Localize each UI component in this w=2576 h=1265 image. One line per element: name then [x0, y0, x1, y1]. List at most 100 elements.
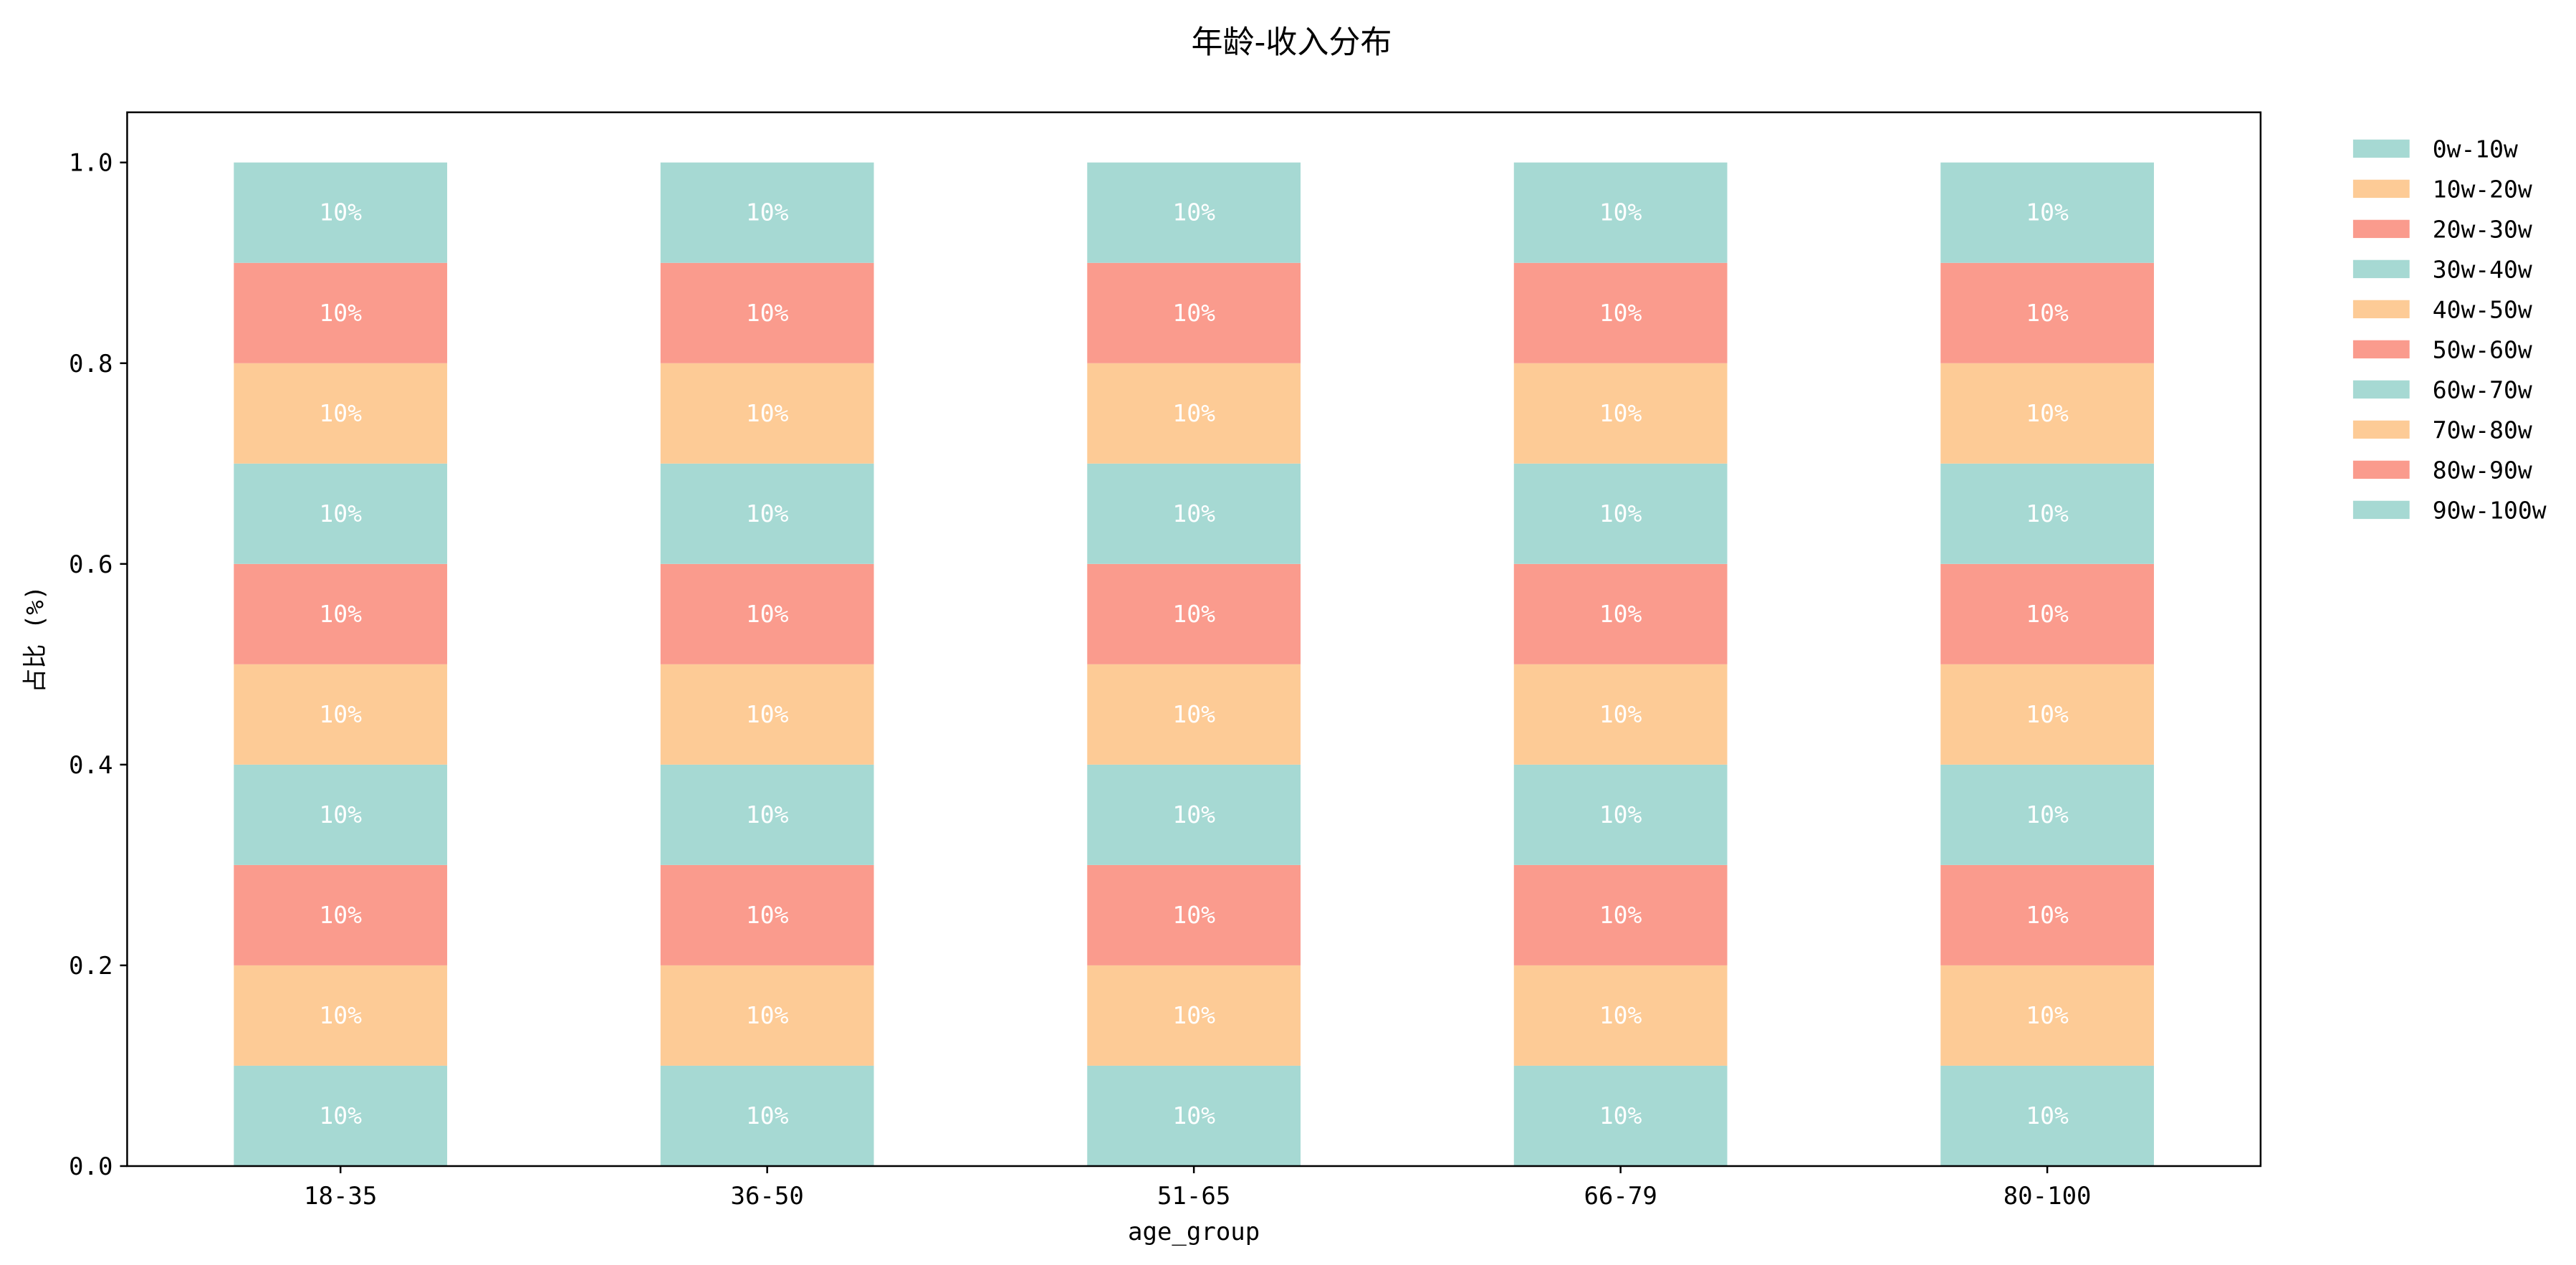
bar-segment-label: 10%: [2026, 801, 2069, 829]
bar-segment: [1087, 1065, 1301, 1166]
bar-segment-label: 10%: [1172, 901, 1215, 929]
bar-segment-label: 10%: [746, 299, 789, 327]
x-tick-label: 80-100: [2003, 1182, 2092, 1211]
y-tick-label: 0.4: [69, 751, 112, 780]
bar-segment-label: 10%: [746, 700, 789, 728]
bar-segment: [1513, 262, 1728, 363]
bar-segment: [234, 162, 448, 263]
y-tick-label: 0.6: [69, 550, 112, 579]
x-tick-label: 36-50: [730, 1182, 803, 1211]
bar-segment-label: 10%: [2026, 1001, 2069, 1029]
bar-segment-label: 10%: [2026, 500, 2069, 528]
bar-segment: [1940, 363, 2154, 464]
bar-segment-label: 10%: [319, 600, 362, 628]
x-axis-label: age_group: [1128, 1218, 1260, 1246]
bar-segment: [1087, 463, 1301, 564]
legend-swatch: [2352, 500, 2410, 520]
bar-segment-label: 10%: [1172, 801, 1215, 829]
bar-segment-label: 10%: [2026, 700, 2069, 728]
bar-segment-label: 10%: [746, 1001, 789, 1029]
bar-segment-label: 10%: [1599, 500, 1642, 528]
bar-segment: [234, 463, 448, 564]
bar-segment-label: 10%: [1599, 600, 1642, 628]
bar-segment-label: 10%: [2026, 299, 2069, 327]
legend-swatch: [2352, 179, 2410, 199]
bar-segment: [660, 463, 874, 564]
bar-segment-label: 10%: [319, 199, 362, 226]
bar-segment: [1513, 965, 1728, 1066]
bar-segment: [234, 864, 448, 965]
bar-segment: [1513, 1065, 1728, 1166]
legend-label: 0w-10w: [2433, 135, 2518, 163]
bar-segment-label: 10%: [319, 299, 362, 327]
x-tick-label: 66-79: [1584, 1182, 1657, 1211]
chart-title: 年龄-收入分布: [1192, 24, 1392, 61]
bar-segment-label: 10%: [746, 500, 789, 528]
legend-label: 10w-20w: [2433, 175, 2532, 203]
bar-segment: [660, 965, 874, 1066]
bar-segment: [1513, 162, 1728, 263]
y-axis-label: 占比 (%): [21, 586, 50, 693]
legend-label: 40w-50w: [2433, 295, 2532, 323]
bar-segment: [1087, 664, 1301, 765]
bar-segment-label: 10%: [1599, 700, 1642, 728]
bar-segment: [1940, 262, 2154, 363]
x-tick-label: 51-65: [1157, 1182, 1230, 1211]
bar-segment: [660, 864, 874, 965]
bar-segment: [1513, 363, 1728, 464]
bar-segment-label: 10%: [1172, 399, 1215, 427]
bar-segment: [234, 1065, 448, 1166]
bar-segment: [1513, 563, 1728, 664]
bar-segment: [1087, 363, 1301, 464]
bar-segment: [1940, 463, 2154, 564]
y-tick-label: 1.0: [69, 149, 112, 178]
legend-label: 50w-60w: [2433, 335, 2532, 363]
bar-segment-label: 10%: [1172, 700, 1215, 728]
legend-swatch: [2352, 300, 2410, 319]
legend-swatch: [2352, 460, 2410, 479]
legend-label: 30w-40w: [2433, 255, 2532, 283]
bar-segment: [1087, 965, 1301, 1066]
bar-segment: [660, 363, 874, 464]
y-tick-label: 0.0: [69, 1152, 112, 1181]
bar-segment-label: 10%: [746, 600, 789, 628]
bar-segment: [1087, 162, 1301, 263]
bar-segment: [1940, 664, 2154, 765]
bar-segment-label: 10%: [1172, 1102, 1215, 1130]
bar-segment-label: 10%: [1599, 399, 1642, 427]
legend-label: 80w-90w: [2433, 456, 2532, 484]
bar-segment-label: 10%: [2026, 199, 2069, 226]
bar-segment-label: 10%: [319, 700, 362, 728]
bar-segment: [660, 162, 874, 263]
bar-segment-label: 10%: [2026, 901, 2069, 929]
bar-segment: [1940, 864, 2154, 965]
bar-segment: [1940, 162, 2154, 263]
bar-segment-label: 10%: [319, 801, 362, 829]
x-tick-label: 18-35: [304, 1182, 377, 1211]
bar-segment-label: 10%: [746, 399, 789, 427]
bar-segment-label: 10%: [2026, 1102, 2069, 1130]
bar-segment: [234, 764, 448, 865]
bar-segment: [1513, 764, 1728, 865]
bar-segment: [1087, 764, 1301, 865]
legend-swatch: [2352, 259, 2410, 279]
bar-segment: [1087, 563, 1301, 664]
bar-segment: [234, 664, 448, 765]
legend-label: 70w-80w: [2433, 416, 2532, 444]
bar-segment: [1087, 864, 1301, 965]
bar-segment-label: 10%: [1172, 600, 1215, 628]
bar-segment: [660, 262, 874, 363]
bar-segment: [234, 363, 448, 464]
bar-segment: [660, 764, 874, 865]
bar-segment: [1940, 965, 2154, 1066]
bar-segment-label: 10%: [319, 901, 362, 929]
bar-segment-label: 10%: [1599, 199, 1642, 226]
bar-segment-label: 10%: [1172, 199, 1215, 226]
bar-segment: [1940, 1065, 2154, 1166]
legend-swatch: [2352, 380, 2410, 399]
bar-segment-label: 10%: [746, 901, 789, 929]
bar-segment-label: 10%: [746, 199, 789, 226]
bar-segment-label: 10%: [1599, 1001, 1642, 1029]
